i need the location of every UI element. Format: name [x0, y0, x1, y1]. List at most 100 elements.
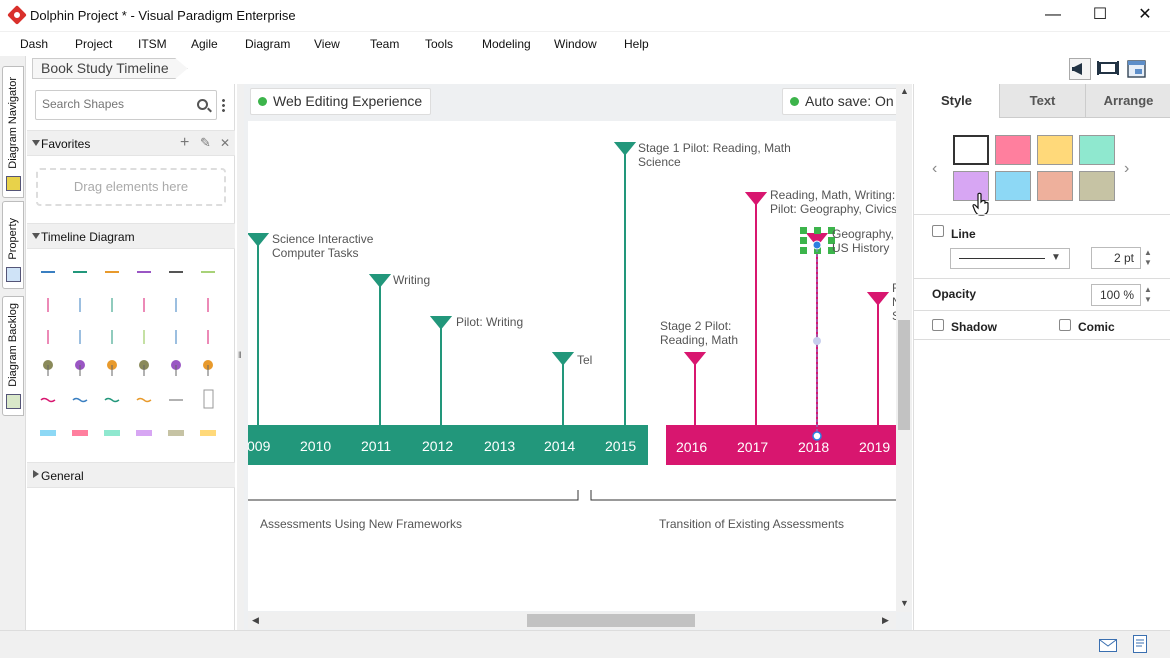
color-swatch[interactable]: [995, 135, 1031, 165]
opacity-label: Opacity: [932, 287, 977, 301]
menu-help[interactable]: Help: [624, 37, 649, 51]
line-checkbox[interactable]: [932, 225, 944, 237]
color-swatch[interactable]: [1037, 135, 1073, 165]
search-shapes-input[interactable]: [42, 97, 192, 111]
color-swatch[interactable]: [995, 171, 1031, 201]
menu-agile[interactable]: Agile: [191, 37, 218, 51]
vertical-scroll-thumb[interactable]: [898, 320, 910, 430]
event-text: Science: [638, 155, 681, 169]
general-label: General: [41, 469, 84, 483]
line-width-input[interactable]: 2 pt: [1091, 247, 1141, 269]
favorites-drop-zone[interactable]: Drag elements here: [36, 168, 226, 206]
event-text: Tel: [577, 353, 592, 367]
event-text: Science Interactive: [272, 232, 374, 246]
event-text: Pilot: Writing: [456, 315, 523, 329]
line-width-stepper[interactable]: ▲ ▼: [1144, 248, 1152, 267]
maximize-button[interactable]: ☐: [1092, 6, 1108, 23]
status-dot-icon: [258, 97, 267, 106]
line-style-preview: [959, 258, 1045, 259]
general-header[interactable]: General: [27, 462, 235, 488]
scroll-left-icon[interactable]: ◀: [252, 615, 259, 625]
app-logo-icon: [7, 5, 27, 25]
tab-property-label: Property: [7, 218, 19, 260]
event-text: N: [892, 295, 896, 309]
add-icon[interactable]: +: [180, 134, 190, 151]
chevron-right-icon[interactable]: ›: [1124, 160, 1130, 177]
menu-project[interactable]: Project: [75, 37, 113, 51]
shadow-checkbox[interactable]: [932, 319, 944, 331]
menu-view[interactable]: View: [314, 37, 340, 51]
horizontal-scrollbar[interactable]: ◀ ▶: [248, 612, 896, 629]
shadow-label: Shadow: [951, 320, 998, 334]
menu-tools[interactable]: Tools: [425, 37, 454, 51]
tab-text[interactable]: Text: [1000, 84, 1086, 118]
scroll-right-icon[interactable]: ▶: [882, 615, 889, 625]
edit-icon[interactable]: ✎: [200, 135, 211, 150]
diagram-canvas[interactable]: 009 2010 2011 2012 2013 2014 2015 2016 2…: [248, 121, 896, 611]
shape-palette: [35, 258, 229, 438]
hand-cursor-icon: [972, 192, 989, 216]
divider: [914, 214, 1170, 215]
color-swatch[interactable]: [1037, 171, 1073, 201]
timeline-diagram-label: Timeline Diagram: [41, 230, 135, 244]
vertical-scrollbar[interactable]: ▲ ▼: [896, 84, 912, 612]
breadcrumb[interactable]: Book Study Timeline: [32, 58, 188, 79]
year-label: 2016: [676, 439, 707, 455]
search-box[interactable]: [35, 90, 217, 120]
year-label: 009: [248, 438, 271, 454]
chevron-left-icon[interactable]: ‹: [932, 160, 938, 177]
menu-team[interactable]: Team: [370, 37, 400, 51]
year-label: 2012: [422, 438, 453, 454]
scroll-up-icon[interactable]: ▲: [900, 86, 909, 96]
fit-diagram-icon[interactable]: [1097, 58, 1119, 80]
document-icon[interactable]: [1133, 635, 1147, 653]
event-text: Computer Tasks: [272, 246, 358, 260]
tab-property[interactable]: Property: [2, 201, 24, 289]
tab-diagram-navigator[interactable]: Diagram Navigator: [2, 66, 24, 198]
favorites-header[interactable]: Favorites + ✎ ✕: [27, 130, 235, 156]
more-options-icon[interactable]: [222, 98, 225, 112]
color-swatch[interactable]: [1079, 135, 1115, 165]
color-swatch[interactable]: [953, 135, 989, 165]
year-label: 2014: [544, 438, 575, 454]
panel-splitter[interactable]: ‖: [237, 84, 244, 630]
delete-icon[interactable]: ✕: [220, 136, 231, 150]
web-editing-badge[interactable]: Web Editing Experience: [250, 88, 432, 115]
menu-modeling[interactable]: Modeling: [482, 37, 531, 51]
tab-arrange[interactable]: Arrange: [1086, 84, 1170, 118]
year-label: 2018: [798, 439, 829, 455]
dropdown-arrow-icon: ▼: [1051, 252, 1061, 263]
tab-diagram-backlog-label: Diagram Backlog: [7, 303, 19, 387]
event-text: S: [892, 309, 896, 323]
tab-diagram-backlog[interactable]: Diagram Backlog: [2, 296, 24, 416]
menu-itsm[interactable]: ITSM: [138, 37, 167, 51]
megaphone-icon[interactable]: [1069, 58, 1091, 80]
menu-diagram[interactable]: Diagram: [245, 37, 291, 51]
color-swatch[interactable]: [953, 171, 989, 201]
scroll-down-icon[interactable]: ▼: [900, 598, 909, 608]
status-bar: [0, 630, 1170, 658]
line-style-select[interactable]: ▼: [950, 248, 1070, 269]
menu-window[interactable]: Window: [554, 37, 597, 51]
menu-dash[interactable]: Dash: [20, 37, 49, 51]
divider: [914, 278, 1170, 279]
comic-checkbox[interactable]: [1059, 319, 1071, 331]
auto-save-badge[interactable]: Auto save: On: [782, 88, 903, 115]
timeline-bar-teal: [248, 425, 648, 465]
timeline-bar-pink: [666, 425, 896, 465]
color-swatch[interactable]: [1079, 171, 1115, 201]
timeline-diagram-header[interactable]: Timeline Diagram: [27, 223, 235, 249]
close-button[interactable]: ✕: [1138, 6, 1152, 23]
tab-style[interactable]: Style: [914, 84, 1000, 118]
year-label: 2015: [605, 438, 636, 454]
backlog-icon: [6, 394, 21, 409]
event-text: Stage 1 Pilot: Reading, Math: [638, 141, 791, 155]
opacity-stepper[interactable]: ▲ ▼: [1144, 285, 1152, 304]
diagram-overview-icon[interactable]: [1126, 58, 1148, 80]
mail-icon[interactable]: [1099, 639, 1117, 652]
event-text: Reading, Math, Writing:: [770, 188, 895, 202]
search-icon[interactable]: [197, 99, 208, 110]
opacity-input[interactable]: 100 %: [1091, 284, 1141, 306]
minimize-button[interactable]: —: [1045, 6, 1061, 23]
horizontal-scroll-thumb[interactable]: [527, 614, 695, 627]
